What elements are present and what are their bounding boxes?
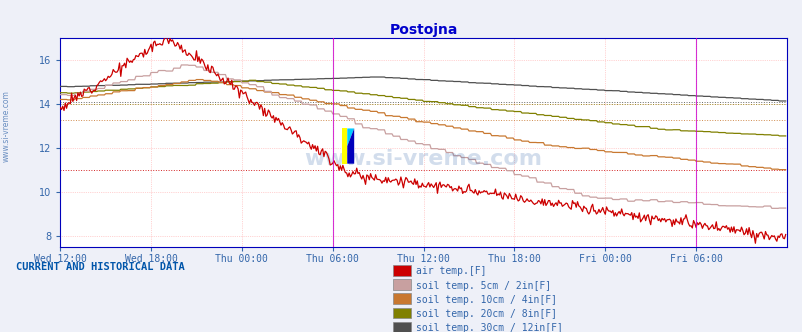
Text: www.si-vreme.com: www.si-vreme.com: [304, 149, 542, 170]
Text: air temp.[F]: air temp.[F]: [415, 266, 486, 276]
Text: soil temp. 10cm / 4in[F]: soil temp. 10cm / 4in[F]: [415, 295, 557, 305]
Text: CURRENT AND HISTORICAL DATA: CURRENT AND HISTORICAL DATA: [16, 262, 184, 272]
Polygon shape: [346, 128, 354, 146]
Text: soil temp. 30cm / 12in[F]: soil temp. 30cm / 12in[F]: [415, 323, 562, 332]
Polygon shape: [346, 128, 354, 164]
Text: soil temp. 5cm / 2in[F]: soil temp. 5cm / 2in[F]: [415, 281, 550, 290]
Polygon shape: [341, 128, 346, 164]
Title: Postojna: Postojna: [389, 23, 457, 37]
Text: soil temp. 20cm / 8in[F]: soil temp. 20cm / 8in[F]: [415, 309, 557, 319]
Text: www.si-vreme.com: www.si-vreme.com: [2, 90, 11, 162]
